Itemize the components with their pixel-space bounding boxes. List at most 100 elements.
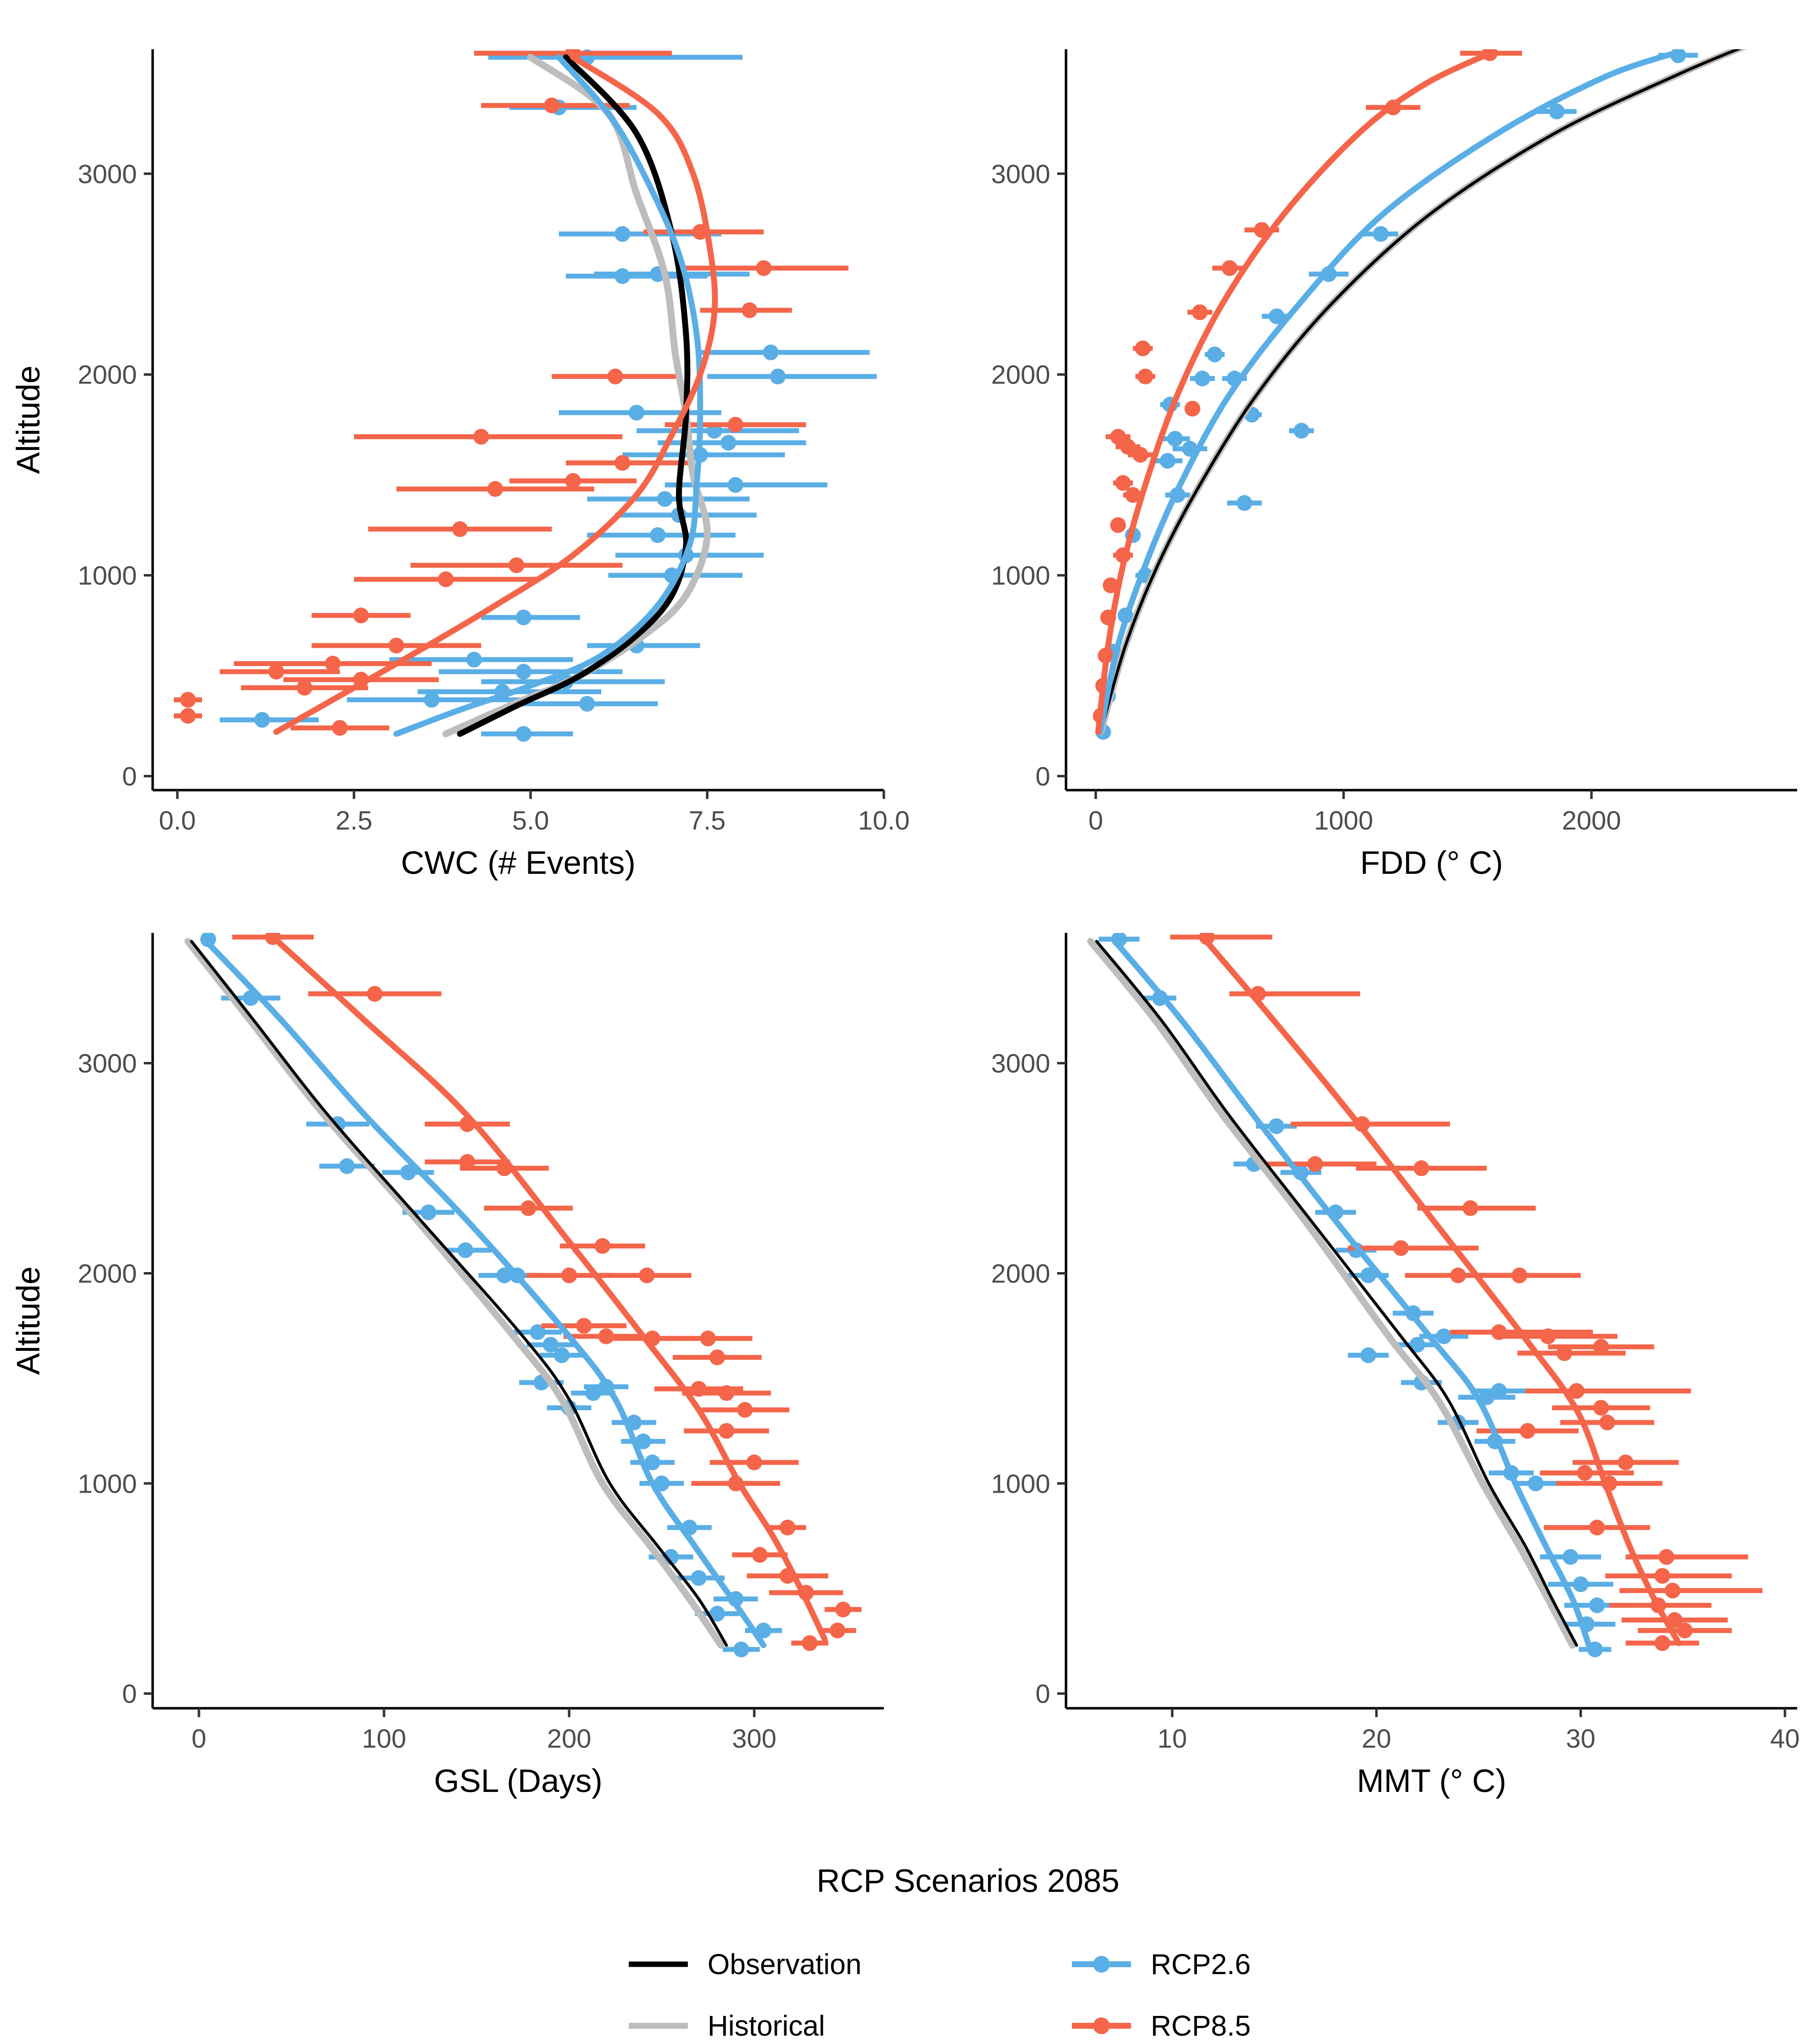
series-rcp85-line xyxy=(273,54,718,735)
data-point-rcp85 xyxy=(1577,1465,1593,1481)
data-point-rcp26 xyxy=(1360,1347,1376,1363)
data-point-rcp85 xyxy=(268,664,285,680)
x-tick-label: 10 xyxy=(1158,1724,1187,1754)
x-tick-label: 100 xyxy=(362,1724,406,1754)
data-point-rcp85 xyxy=(1617,1454,1634,1470)
data-point-rcp26 xyxy=(1562,1549,1579,1565)
data-point-rcp85 xyxy=(1654,1635,1671,1651)
data-point-rcp85 xyxy=(1519,1423,1536,1439)
data-point-rcp85 xyxy=(1137,368,1154,384)
y-tick-label: 1000 xyxy=(78,561,137,591)
data-point-rcp85 xyxy=(1511,1267,1527,1283)
data-point-rcp26 xyxy=(254,712,270,728)
data-point-rcp26 xyxy=(423,692,440,708)
data-point-rcp85 xyxy=(1462,1200,1479,1216)
series-rcp26-line xyxy=(1097,49,1684,735)
data-point-rcp85 xyxy=(746,1454,762,1470)
data-point-rcp26 xyxy=(516,664,532,680)
data-point-rcp85 xyxy=(835,1601,851,1618)
data-point-rcp85 xyxy=(1593,1400,1609,1416)
series-rcp85-line xyxy=(270,934,828,1642)
x-tick-label: 20 xyxy=(1361,1724,1391,1754)
series-rcp85-line xyxy=(1199,934,1682,1646)
data-point-rcp85 xyxy=(452,521,468,537)
data-point-rcp85 xyxy=(718,1385,735,1401)
legend-dot-rcp85 xyxy=(1093,2017,1110,2034)
data-point-rcp85 xyxy=(561,1267,577,1283)
plot-area xyxy=(174,49,877,742)
series-observation-line xyxy=(190,940,728,1647)
y-tick-label: 2000 xyxy=(991,1259,1050,1288)
data-point-rcp85 xyxy=(718,1423,735,1439)
series-rcp85-points xyxy=(1170,933,1763,1651)
data-point-rcp85 xyxy=(1120,439,1136,455)
data-point-rcp85 xyxy=(1393,1240,1409,1256)
data-point-rcp26 xyxy=(614,226,631,242)
data-point-rcp85 xyxy=(324,656,341,672)
data-point-rcp85 xyxy=(353,607,369,624)
y-axis-title: Altitude xyxy=(10,365,46,474)
data-point-rcp26 xyxy=(763,344,779,360)
series-rcp26-line xyxy=(1112,938,1592,1648)
legend: RCP Scenarios 2085 Observation Historica… xyxy=(629,1862,1251,2042)
x-tick-label: 40 xyxy=(1770,1724,1800,1754)
series-rcp85-line xyxy=(1095,50,1493,735)
data-point-rcp85 xyxy=(709,1349,725,1366)
series-observation-line xyxy=(1099,49,1742,734)
data-point-rcp85 xyxy=(1556,1345,1573,1361)
data-point-rcp85 xyxy=(700,1330,716,1346)
data-point-rcp26 xyxy=(691,1570,707,1586)
data-point-rcp26 xyxy=(1167,431,1183,447)
data-point-rcp26 xyxy=(720,435,737,451)
data-point-rcp85 xyxy=(180,692,196,708)
data-point-rcp26 xyxy=(663,1549,679,1565)
data-point-rcp26 xyxy=(1194,370,1210,386)
data-point-rcp26 xyxy=(1528,1475,1544,1492)
x-tick-label: 30 xyxy=(1566,1724,1595,1754)
y-tick-label: 0 xyxy=(122,1679,137,1709)
data-point-rcp26 xyxy=(1207,346,1223,362)
data-point-rcp26 xyxy=(1360,1267,1376,1283)
legend-title: RCP Scenarios 2085 xyxy=(816,1862,1119,1899)
legend-item-historical: Historical xyxy=(629,2010,825,2042)
data-point-rcp85 xyxy=(1540,1328,1556,1344)
data-point-rcp26 xyxy=(649,527,666,543)
data-point-rcp26 xyxy=(657,491,673,507)
data-point-rcp85 xyxy=(737,1402,753,1418)
x-tick-label: 300 xyxy=(732,1724,776,1754)
data-point-rcp26 xyxy=(553,1347,570,1363)
y-tick-label: 2000 xyxy=(991,360,1050,390)
legend-item-observation: Observation xyxy=(629,1948,862,1980)
data-point-rcp26 xyxy=(516,726,532,742)
data-point-rcp85 xyxy=(1110,429,1126,445)
data-point-rcp85 xyxy=(752,1547,768,1563)
data-point-rcp85 xyxy=(1599,1414,1615,1431)
x-tick-label: 7.5 xyxy=(689,806,726,835)
data-point-rcp26 xyxy=(1573,1576,1589,1593)
panel-cwc: 0 1000 2000 3000 0.0 2.5 5.0 7.5 10.0 CWC (# Even… xyxy=(10,49,910,881)
legend-item-rcp26: RCP2.6 xyxy=(1072,1948,1251,1980)
data-point-rcp85 xyxy=(438,571,454,587)
data-point-rcp26 xyxy=(457,1242,474,1258)
data-point-rcp85 xyxy=(520,1200,537,1216)
data-point-rcp85 xyxy=(565,473,581,489)
x-axis-title: CWC (# Events) xyxy=(401,844,636,881)
data-point-rcp26 xyxy=(1589,1597,1605,1613)
data-point-rcp85 xyxy=(487,481,503,497)
data-point-rcp26 xyxy=(733,1641,749,1658)
data-point-rcp26 xyxy=(1236,495,1253,511)
data-point-rcp85 xyxy=(367,986,383,1002)
data-point-rcp85 xyxy=(607,368,623,384)
panel-gsl: 0 1000 2000 3000 0 100 200 300 GSL (Days) Altitud… xyxy=(10,933,884,1799)
y-tick-label: 3000 xyxy=(991,160,1050,189)
data-point-rcp85 xyxy=(1184,401,1200,417)
legend-label-historical: Historical xyxy=(708,2010,825,2042)
data-point-rcp85 xyxy=(1125,487,1141,503)
legend-dot-rcp26 xyxy=(1093,1956,1110,1973)
panel-fdd: 0 1000 2000 3000 0 1000 2000 FDD (° C) Altitude xyxy=(10,49,1797,881)
data-point-rcp26 xyxy=(1293,422,1310,439)
data-point-rcp85 xyxy=(1192,304,1208,320)
data-point-rcp85 xyxy=(1135,340,1151,356)
